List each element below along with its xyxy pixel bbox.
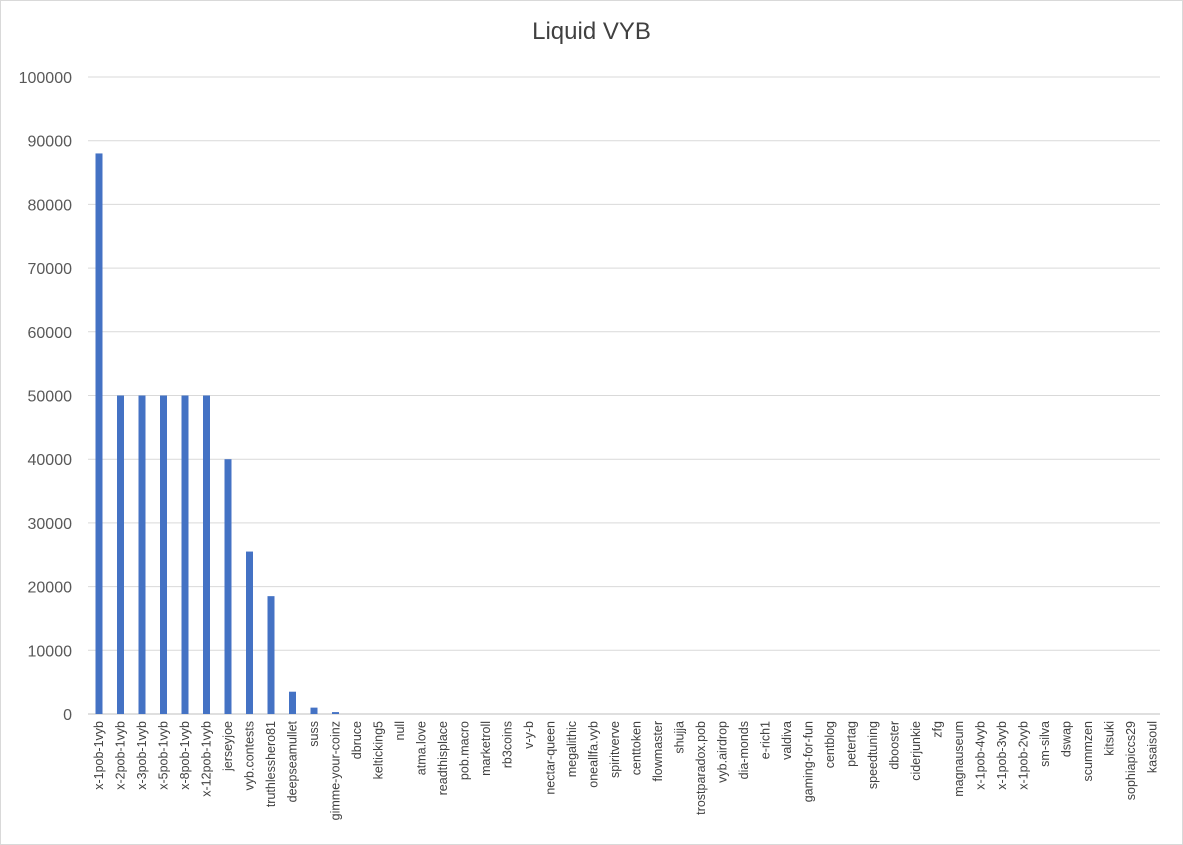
x-tick-label: kitsuki (1103, 721, 1117, 756)
x-tick-label: x-1pob-3vyb (995, 721, 1009, 790)
x-tick-label: x-1pob-4vyb (974, 721, 988, 790)
x-tick-label: ciderjunkie (909, 721, 923, 781)
y-tick-label: 30000 (28, 516, 73, 533)
x-tick-label: sophiapiccs29 (1124, 721, 1138, 800)
x-tick-label: centblog (823, 721, 837, 768)
x-tick-label: v-y-b (522, 721, 536, 749)
x-tick-label: nectar-queen (544, 721, 558, 795)
y-tick-label: 100000 (19, 70, 72, 87)
x-tick-label: x-3pob-1vyb (135, 721, 149, 790)
x-tick-label: x-5pob-1vyb (157, 721, 171, 790)
bar (203, 395, 210, 714)
y-tick-label: 50000 (28, 389, 73, 406)
bar (95, 153, 103, 714)
x-tick-label: speedtuning (866, 721, 880, 789)
x-tick-label: x-1pob-1vyb (92, 721, 106, 790)
x-tick-label: megalithic (565, 721, 579, 777)
bar (246, 551, 253, 714)
x-tick-label: dia-monds (737, 721, 751, 779)
y-tick-label: 40000 (28, 452, 73, 469)
x-tick-label: kasaisoul (1146, 721, 1160, 773)
y-tick-label: 60000 (28, 325, 73, 342)
x-tick-label: readthisplace (436, 721, 450, 795)
x-tick-label: pob.macro (458, 721, 472, 780)
x-tick-label: gimme-your-coinz (329, 721, 343, 820)
bar (181, 395, 189, 714)
x-tick-label: marketroll (479, 721, 493, 776)
x-tick-label: flowmaster (651, 721, 665, 781)
x-tick-label: e-rich1 (759, 721, 773, 759)
y-tick-label: 90000 (28, 134, 73, 151)
x-tick-label: magnauseum (952, 721, 966, 797)
x-tick-label: vyb.airdrop (716, 721, 730, 783)
x-tick-label: dbooster (888, 721, 902, 770)
bar (224, 459, 232, 714)
y-tick-label: 10000 (28, 643, 73, 660)
x-tick-label: shujja (673, 721, 687, 754)
y-tick-label: 70000 (28, 261, 73, 278)
x-tick-label: oneallfa.vyb (587, 721, 601, 788)
x-tick-label: x-12pob-1vyb (200, 721, 214, 797)
x-tick-label: suss (307, 721, 321, 747)
x-tick-label: x-8pob-1vyb (178, 721, 192, 790)
x-tick-label: jerseyjoe (221, 721, 235, 772)
bar (117, 395, 124, 714)
x-tick-label: atma.love (415, 721, 429, 775)
bar (138, 395, 146, 714)
x-tick-label: rb3coins (501, 721, 515, 768)
x-tick-label: x-1pob-2vyb (1017, 721, 1031, 790)
bar (267, 596, 275, 714)
bar (310, 707, 318, 714)
x-tick-label: valdiva (780, 721, 794, 760)
x-tick-label: sm-silva (1038, 721, 1052, 767)
x-tick-label: dswap (1060, 721, 1074, 757)
x-tick-label: trostparadox.pob (694, 721, 708, 815)
x-tick-label: null (393, 721, 407, 740)
x-tick-label: spiritverve (608, 721, 622, 778)
bar (160, 395, 167, 714)
x-tick-label: centtoken (630, 721, 644, 775)
y-tick-label: 80000 (28, 197, 73, 214)
x-tick-label: x-2pob-1vyb (114, 721, 128, 790)
x-tick-label: gaming-for-fun (802, 721, 816, 802)
x-tick-label: truthlesshero81 (264, 721, 278, 807)
bar (332, 712, 339, 714)
x-tick-label: petertag (845, 721, 859, 767)
x-tick-label: vyb.contests (243, 721, 257, 790)
y-tick-label: 0 (63, 707, 72, 724)
bar (289, 691, 296, 714)
x-tick-label: scummzen (1081, 721, 1095, 781)
y-tick-label: 20000 (28, 580, 73, 597)
x-tick-label: zfg (931, 721, 945, 738)
x-tick-label: deepseamullet (286, 720, 300, 802)
x-tick-label: kelticking5 (372, 721, 386, 779)
chart-title: Liquid VYB (532, 18, 651, 45)
x-tick-label: dbruce (350, 721, 364, 759)
